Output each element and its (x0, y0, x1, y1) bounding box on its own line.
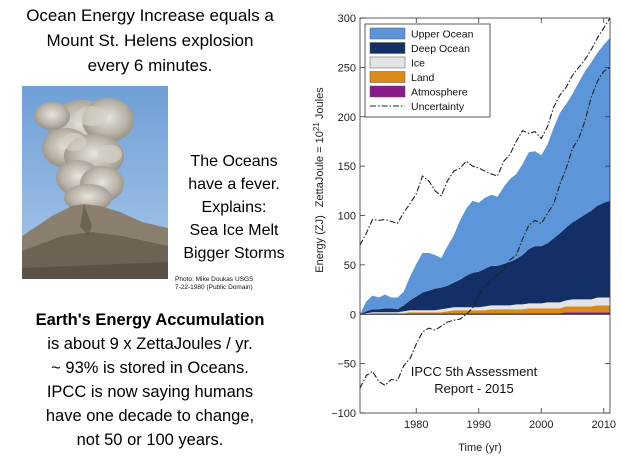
legend-label: Ice (411, 58, 425, 70)
uncertainty-lines (359, 17, 611, 389)
fever-line: Sea Ice Melt (189, 222, 279, 239)
legend-swatch (369, 27, 406, 40)
y-tick-label: 300 (338, 13, 356, 25)
y-tick-label: 150 (338, 161, 356, 173)
legend-swatch (369, 71, 406, 83)
y-tick-label: −100 (331, 408, 356, 420)
summary-line: have one decade to change, (45, 407, 255, 425)
ocean-energy-chart: −100 −50 0 50 100 150 200 250 300 1980 1990 2000 201… (312, 13, 616, 454)
x-tick-label: 1990 (467, 419, 491, 431)
fever-line: The Oceans (190, 153, 278, 170)
axes: −100 −50 0 50 100 150 200 250 300 1980 1990 2000 201… (331, 13, 616, 431)
area-upper-ocean (360, 37, 610, 315)
legend: Upper Ocean Deep Ocean Ice Land Atmosphere Un… (364, 23, 491, 118)
headline-line: Ocean Energy Increase equals a (26, 6, 274, 25)
y-tick-label: 200 (338, 112, 356, 124)
legend-label: Land (411, 72, 435, 84)
headline-line: every 6 minutes. (87, 56, 213, 75)
summary-title: Earth's Energy Accumulation (35, 311, 265, 329)
headline-line: Mount St. Helens explosion (46, 31, 254, 50)
legend-box (364, 23, 491, 118)
y-axis-label: Energy (ZJ) ZettaJoule = 1021 Joules (312, 87, 326, 273)
y-axis-label-main: Energy (ZJ) (314, 215, 326, 272)
fever-line: Bigger Storms (183, 245, 285, 262)
y-axis-label-unit-prefix: ZettaJoule = 10 (314, 131, 326, 207)
x-axis-label: Time (yr) (458, 442, 502, 454)
summary-line: not 50 or 100 years. (76, 431, 224, 449)
fever-line: Explains: (201, 199, 267, 216)
legend-swatch (369, 56, 406, 69)
fever-text: The Oceans have a fever. Explains: Sea I… (170, 150, 298, 265)
legend-label: Uncertainty (411, 101, 465, 113)
stacked-areas (360, 37, 610, 315)
y-axis-label-unit-exp: 21 (312, 122, 321, 131)
y-tick-label: 50 (344, 260, 356, 272)
legend-swatch (369, 85, 406, 98)
x-tick-label: 1980 (404, 419, 428, 431)
photo-credit-line: 7-22-1980 (Public Domain) (175, 284, 253, 291)
legend-label: Deep Ocean (411, 43, 470, 55)
ipcc-annotation-line: IPCC 5th Assessment (411, 364, 538, 379)
y-tick-label: 250 (338, 62, 356, 74)
photo-credit-line: Photo: Mike Doukas USGS (175, 276, 254, 283)
legend-swatch (369, 42, 406, 54)
y-axis-label-unit-suffix: Joules (314, 87, 326, 122)
energy-summary: Earth's Energy Accumulation is about 9 x… (0, 308, 300, 452)
y-tick-label: 100 (338, 211, 356, 223)
y-tick-label: −50 (337, 359, 356, 371)
uncertainty-lower-line (359, 66, 611, 389)
area-ice (360, 297, 610, 315)
uncertainty-upper-line (359, 17, 611, 246)
summary-line: IPCC is now saying humans (46, 383, 254, 401)
ipcc-annotation-line: Report - 2015 (434, 381, 514, 396)
legend-label: Atmosphere (411, 87, 468, 99)
x-tick-label: 2000 (529, 419, 553, 431)
area-deep-ocean (360, 200, 610, 315)
y-tick-label: 0 (350, 309, 356, 321)
summary-line: is about 9 x ZettaJoules / yr. (47, 335, 253, 353)
legend-label: Upper Ocean (411, 29, 474, 41)
fever-line: have a fever. (188, 176, 280, 193)
photo-credit: Photo: Mike Doukas USGS 7-22-1980 (Publi… (175, 276, 253, 292)
headline: Ocean Energy Increase equals a Mount St.… (0, 3, 300, 78)
summary-line: ~ 93% is stored in Oceans. (51, 359, 249, 377)
x-tick-label: 2010 (592, 419, 616, 431)
area-land (360, 305, 610, 315)
volcano-eruption-photo (22, 86, 168, 279)
